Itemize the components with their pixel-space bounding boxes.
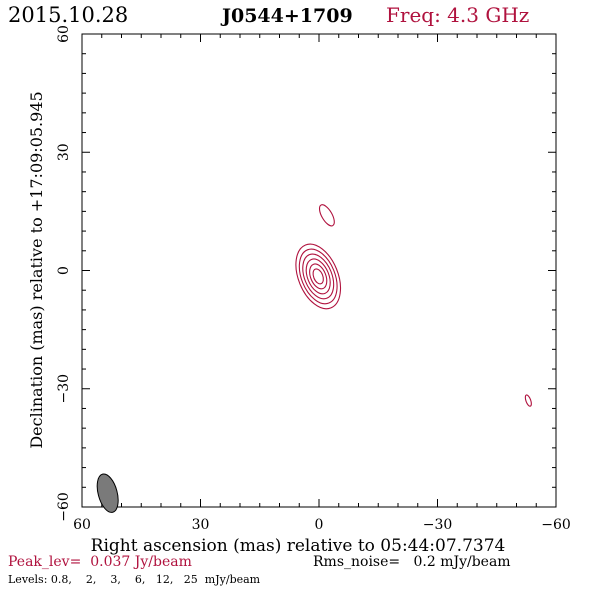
x-tick-label: 60 <box>73 517 91 533</box>
observation-date: 2015.10.28 <box>8 3 128 27</box>
y-tick-label: 0 <box>56 266 72 275</box>
contour-level <box>312 268 324 285</box>
beam-ellipse <box>96 473 119 513</box>
beam-layer <box>96 473 119 513</box>
x-tick-label: 0 <box>315 517 324 533</box>
contour-level <box>302 253 335 300</box>
axis-ticks <box>81 33 557 508</box>
x-tick-label: −30 <box>423 517 453 533</box>
rms-noise: Rms_noise= 0.2 mJy/beam <box>313 554 511 570</box>
contour-levels: Levels: 0.8, 2, 3, 6, 12, 25 mJy/beam <box>8 573 261 586</box>
y-tick-label: 30 <box>56 143 72 161</box>
y-axis-label: Declination (mas) relative to +17:09:05.… <box>27 91 46 448</box>
source-name: J0544+1709 <box>220 5 353 27</box>
y-tick-label: 60 <box>56 25 72 43</box>
x-tick-label: 30 <box>192 517 210 533</box>
contour-level <box>305 258 331 295</box>
x-tick-label: −60 <box>541 517 571 533</box>
peak-level: Peak_lev= 0.037 Jy/beam <box>8 554 192 570</box>
contour-level <box>318 204 335 227</box>
axis-tick-labels: 60 30 0 −30 −60 −60 −30 0 30 60 <box>56 25 571 533</box>
x-axis-label: Right ascension (mas) relative to 05:44:… <box>91 536 506 556</box>
y-tick-label: −30 <box>56 374 72 404</box>
contour-level <box>295 243 342 310</box>
y-tick-label: −60 <box>56 492 72 522</box>
contour-level <box>309 263 328 290</box>
contour-layer <box>295 204 532 407</box>
frequency-label: Freq: 4.3 GHz <box>386 3 529 27</box>
contour-level <box>524 394 532 407</box>
contour-level <box>298 248 338 305</box>
